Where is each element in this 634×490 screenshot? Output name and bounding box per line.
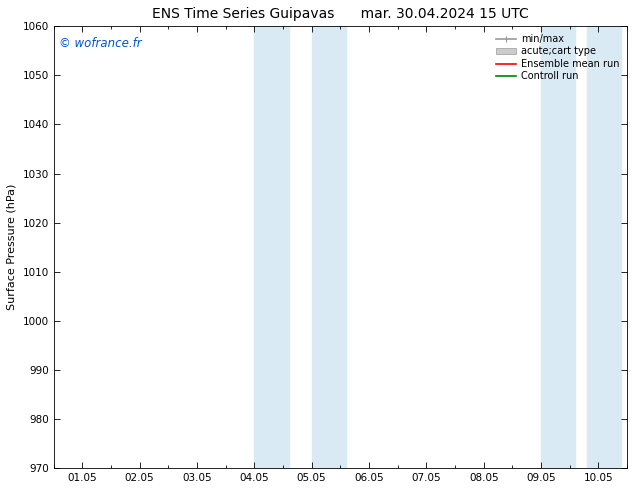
Bar	[254, 26, 288, 468]
Bar	[541, 26, 576, 468]
Title: ENS Time Series Guipavas      mar. 30.04.2024 15 UTC: ENS Time Series Guipavas mar. 30.04.2024…	[152, 7, 529, 21]
Y-axis label: Surface Pressure (hPa): Surface Pressure (hPa)	[7, 184, 17, 311]
Text: © wofrance.fr: © wofrance.fr	[60, 37, 142, 50]
Bar	[587, 26, 621, 468]
Legend: min/max, acute;cart type, Ensemble mean run, Controll run: min/max, acute;cart type, Ensemble mean …	[493, 31, 622, 84]
Bar	[312, 26, 346, 468]
